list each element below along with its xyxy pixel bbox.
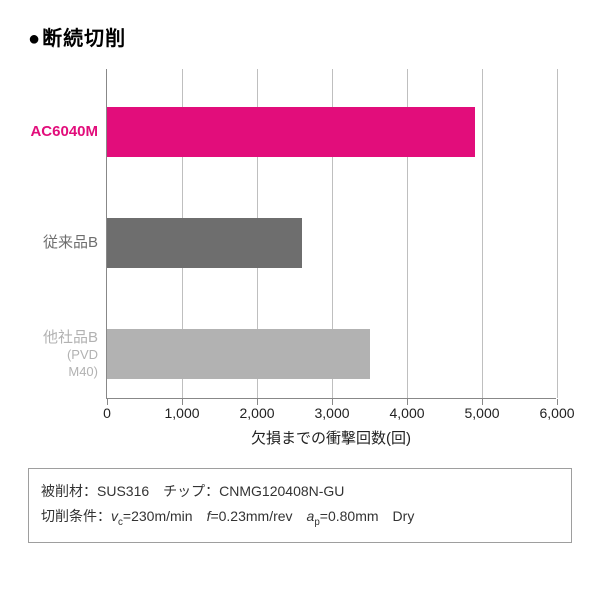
cond-f-val: =0.23mm/rev	[210, 508, 306, 524]
plot-region: 01,0002,0003,0004,0005,0006,000AC6040M従来…	[106, 69, 556, 399]
x-tick-label: 6,000	[539, 405, 574, 421]
x-axis-label: 欠損までの衝撃回数(回)	[106, 427, 556, 448]
cond-cutting-label: 切削条件：	[41, 508, 111, 524]
cond-dry: Dry	[393, 508, 415, 524]
x-tick-label: 5,000	[464, 405, 499, 421]
cond-chip-label: チップ：	[149, 483, 219, 499]
category-label: 他社品B(PVDM40)	[43, 329, 98, 380]
gridline	[482, 69, 483, 398]
heading-bullet: ●	[28, 28, 41, 50]
cond-material-value: SUS316	[97, 483, 149, 499]
x-tick-label: 2,000	[239, 405, 274, 421]
gridline	[557, 69, 558, 398]
section-heading: ●断続切削	[28, 22, 572, 51]
x-tick-label: 0	[103, 405, 111, 421]
heading-text: 断続切削	[42, 28, 126, 50]
chart-bar	[107, 218, 302, 268]
x-tick-label: 1,000	[164, 405, 199, 421]
cond-ap-val: =0.80mm	[320, 508, 393, 524]
cond-chip-value: CNMG120408N-GU	[219, 483, 344, 499]
chart-bar	[107, 107, 475, 157]
category-label: AC6040M	[30, 123, 98, 142]
chart-bar	[107, 329, 370, 379]
x-tick-label: 4,000	[389, 405, 424, 421]
category-label: 従来品B	[43, 234, 98, 253]
conditions-line-2: 切削条件：vc=230m/min f=0.23mm/rev ap=0.80mm …	[41, 504, 559, 531]
conditions-line-1: 被削材：SUS316 チップ：CNMG120408N-GU	[41, 479, 559, 504]
cond-vc-val: =230m/min	[123, 508, 207, 524]
x-tick-label: 3,000	[314, 405, 349, 421]
conditions-box: 被削材：SUS316 チップ：CNMG120408N-GU 切削条件：vc=23…	[28, 468, 572, 543]
cond-material-label: 被削材：	[41, 483, 97, 499]
cond-vc-sym: v	[111, 508, 118, 524]
chart-area: 01,0002,0003,0004,0005,0006,000AC6040M従来…	[106, 69, 556, 448]
